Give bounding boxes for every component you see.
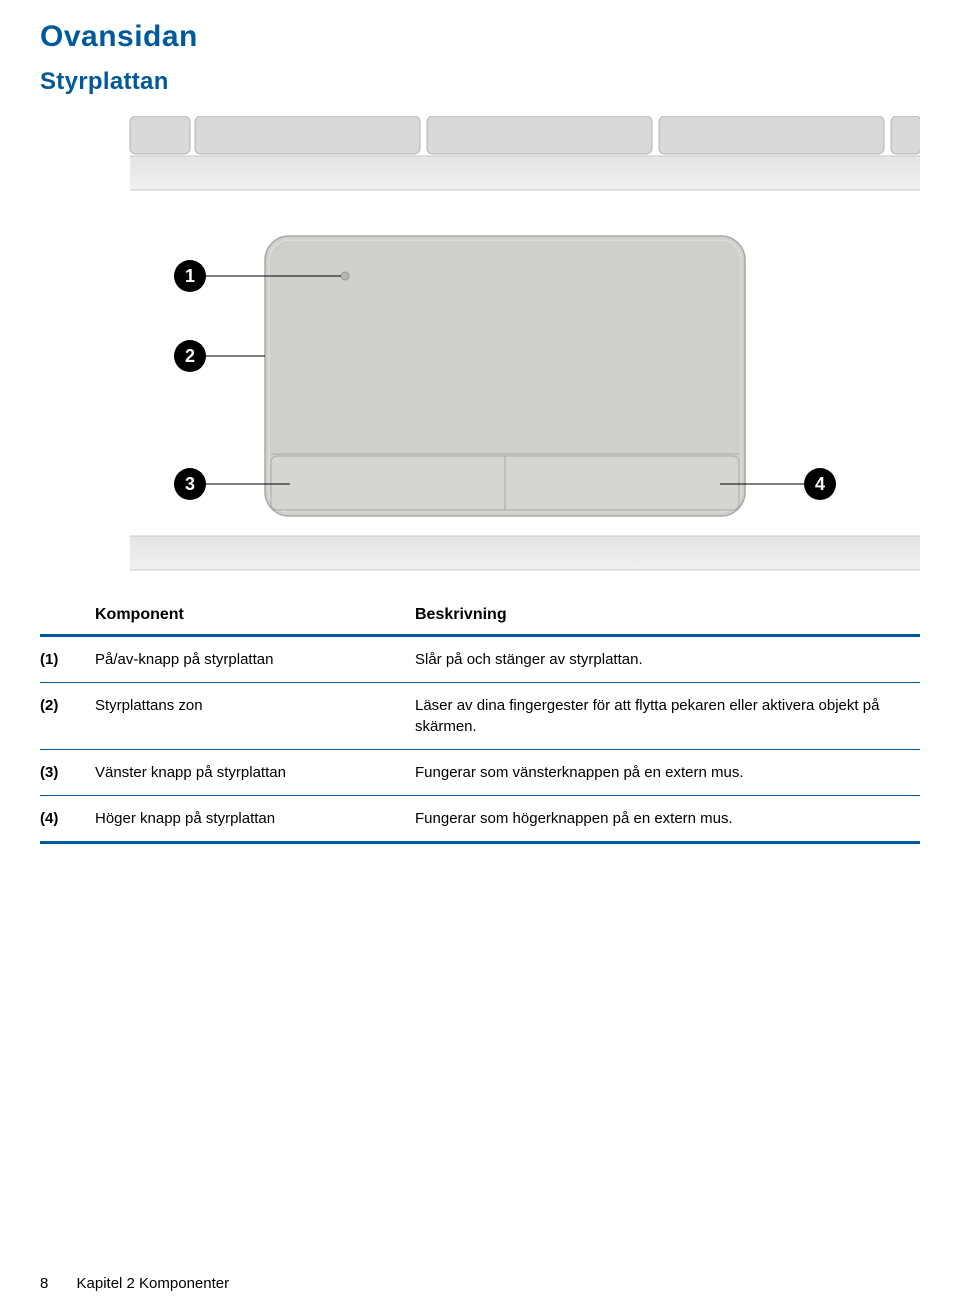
row-description: Slår på och stänger av styrplattan. xyxy=(415,636,920,683)
trackpad-diagram-svg: 1 2 3 4 xyxy=(40,116,920,586)
page-number: 8 xyxy=(40,1275,48,1292)
row-component: Höger knapp på styrplattan xyxy=(95,796,415,843)
table-header-description: Beskrivning xyxy=(415,596,920,636)
section-title: Styrplattan xyxy=(40,68,920,96)
svg-text:1: 1 xyxy=(185,266,195,286)
row-component: Vänster knapp på styrplattan xyxy=(95,750,415,796)
svg-text:3: 3 xyxy=(185,474,195,494)
row-description: Läser av dina fingergester för att flytt… xyxy=(415,683,920,750)
table-row: (4)Höger knapp på styrplattanFungerar so… xyxy=(40,796,920,843)
page-footer: 8 Kapitel 2 Komponenter xyxy=(40,1275,229,1292)
row-number: (4) xyxy=(40,796,95,843)
table-row: (2)Styrplattans zonLäser av dina fingerg… xyxy=(40,683,920,750)
row-description: Fungerar som högerknappen på en extern m… xyxy=(415,796,920,843)
svg-text:2: 2 xyxy=(185,346,195,366)
components-table: Komponent Beskrivning (1)På/av-knapp på … xyxy=(40,596,920,844)
row-component: På/av-knapp på styrplattan xyxy=(95,636,415,683)
table-row: (3)Vänster knapp på styrplattanFungerar … xyxy=(40,750,920,796)
row-description: Fungerar som vänsterknappen på en extern… xyxy=(415,750,920,796)
chapter-label: Kapitel 2 Komponenter xyxy=(77,1275,230,1292)
table-row: (1)På/av-knapp på styrplattanSlår på och… xyxy=(40,636,920,683)
row-number: (1) xyxy=(40,636,95,683)
row-number: (2) xyxy=(40,683,95,750)
row-number: (3) xyxy=(40,750,95,796)
page-title: Ovansidan xyxy=(40,20,920,54)
svg-text:4: 4 xyxy=(815,474,825,494)
table-header-blank xyxy=(40,596,95,636)
trackpad-diagram: 1 2 3 4 xyxy=(40,116,920,586)
table-header-component: Komponent xyxy=(95,596,415,636)
row-component: Styrplattans zon xyxy=(95,683,415,750)
